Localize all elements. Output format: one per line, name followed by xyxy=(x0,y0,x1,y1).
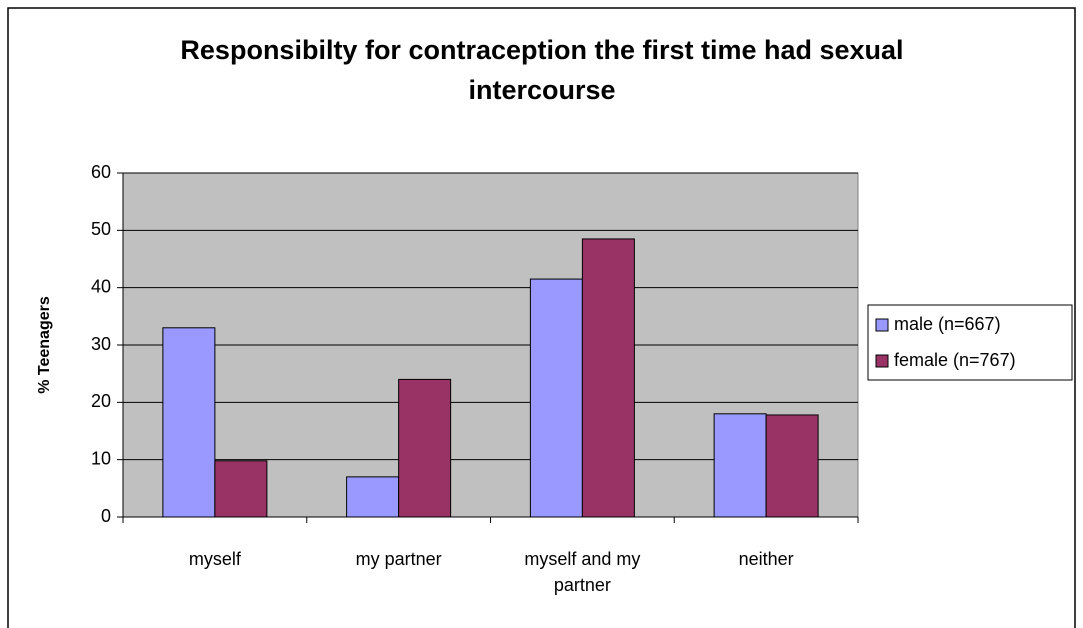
bar xyxy=(713,413,767,518)
bar xyxy=(398,378,452,518)
y-axis-label: % Teenagers xyxy=(36,296,53,394)
legend-swatch xyxy=(875,318,889,332)
y-tick-label: 20 xyxy=(91,391,111,411)
x-tick-label: my partner xyxy=(355,549,442,569)
y-tick-label: 40 xyxy=(91,276,111,296)
bar xyxy=(162,327,216,518)
y-tick-label: 30 xyxy=(91,334,111,354)
chart-title: Responsibilty for contraception the firs… xyxy=(180,35,904,105)
bar xyxy=(765,414,819,518)
y-tick-label: 60 xyxy=(91,162,111,182)
legend-swatch xyxy=(875,354,889,368)
bar xyxy=(529,278,583,518)
bar xyxy=(346,476,400,518)
bar xyxy=(214,460,268,518)
bar xyxy=(581,238,635,518)
legend-box xyxy=(867,304,1073,381)
legend-label: female (n=767) xyxy=(894,350,1016,370)
y-tick-label: 0 xyxy=(101,506,111,526)
legend-label: male (n=667) xyxy=(894,314,1001,334)
x-tick-label: myself xyxy=(188,549,241,569)
y-tick-label: 50 xyxy=(91,219,111,239)
x-tick-label: neither xyxy=(738,549,794,569)
x-tick-label: myself and my partner xyxy=(524,549,641,595)
y-tick-label: 10 xyxy=(91,448,111,468)
